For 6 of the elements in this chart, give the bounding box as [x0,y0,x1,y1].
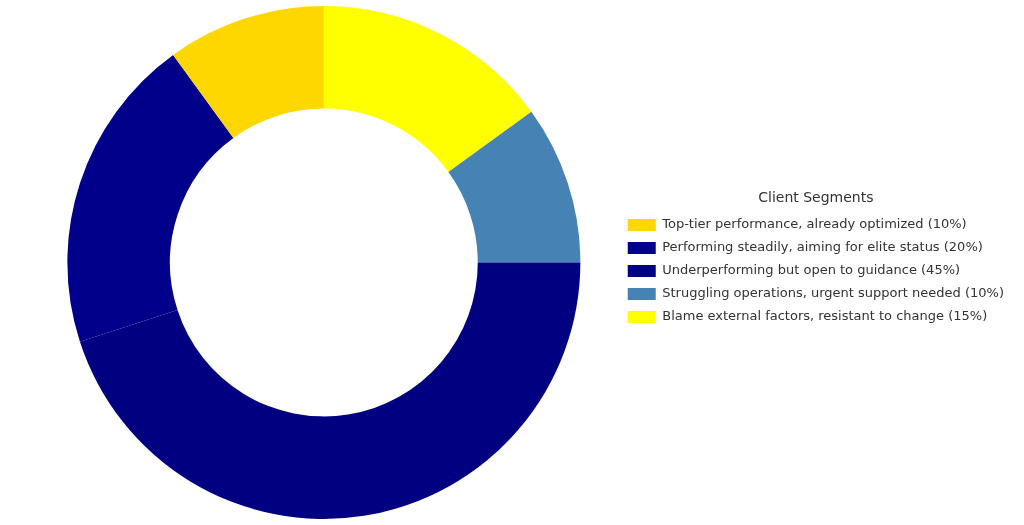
legend-label: Blame external factors, resistant to change (15%) [662,308,988,324]
legend-label: Struggling operations, urgent support needed (10%) [662,285,1004,301]
legend-label: Underperforming but open to guidance (45%) [662,262,961,278]
legend-label: Top-tier performance, already optimized (10%) [661,216,967,232]
legend-title: Client Segments [758,189,874,206]
legend-label: Performing steadily, aiming for elite status (20%) [662,239,983,255]
